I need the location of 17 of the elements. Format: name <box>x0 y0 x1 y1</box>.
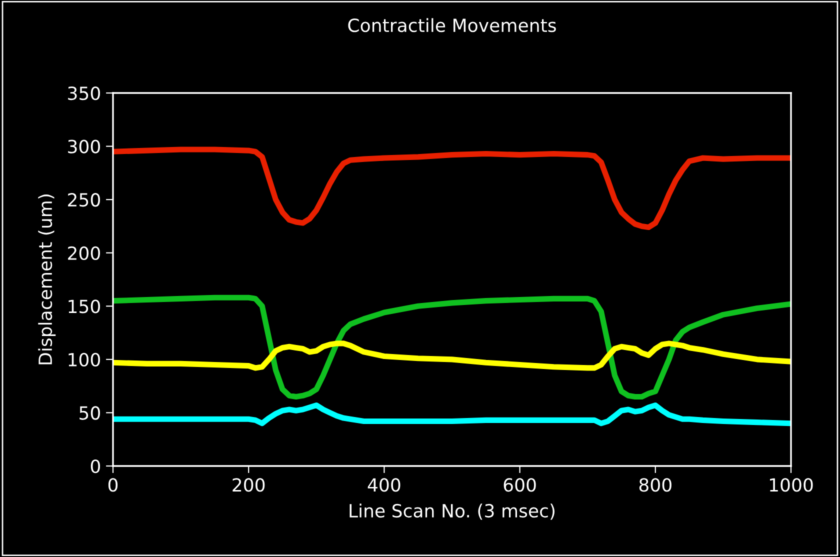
x-tick-label: 200 <box>232 478 265 492</box>
chart-title: Contractile Movements <box>348 18 556 32</box>
y-tick-label: 0 <box>90 459 100 474</box>
y-tick-label: 200 <box>68 246 100 260</box>
y-tick-label: 50 <box>80 406 100 420</box>
y-tick-label: 250 <box>68 193 100 207</box>
x-tick-label: 0 <box>108 478 118 492</box>
x-tick-label: 400 <box>368 478 400 492</box>
x-tick-label: 600 <box>504 478 536 492</box>
x-tick-label: 1000 <box>770 478 813 492</box>
y-tick-label: 100 <box>68 352 100 367</box>
y-tick-label: 300 <box>68 140 100 154</box>
y-tick-label: 350 <box>68 86 100 100</box>
x-tick-label: 800 <box>639 478 672 492</box>
x-axis-title: Line Scan No. (3 msec) <box>350 504 554 520</box>
y-tick-label: 150 <box>68 300 100 314</box>
y-axis-title: Displacement (um) <box>38 194 56 364</box>
